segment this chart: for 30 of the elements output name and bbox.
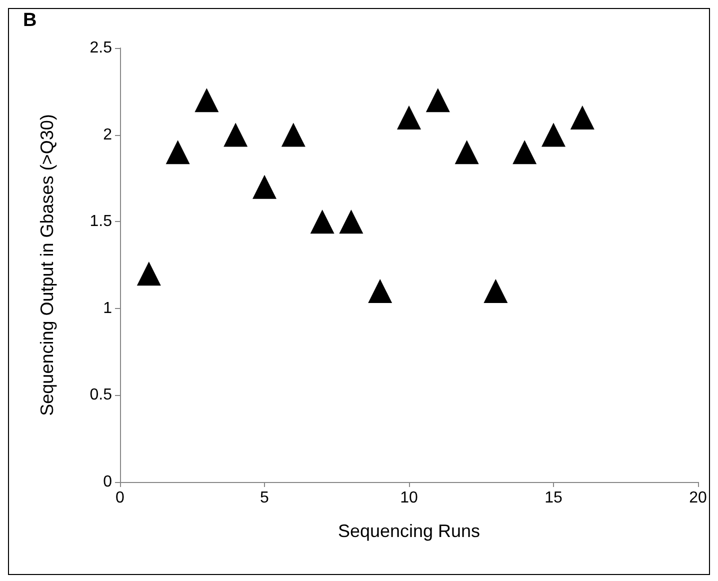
y-tick-label: 1.5 (90, 213, 112, 230)
point (454, 140, 479, 164)
point (542, 122, 566, 147)
point (136, 262, 161, 286)
y-tick-label: 2 (103, 126, 112, 144)
point (281, 122, 306, 147)
x-tick-label: 0 (116, 490, 125, 506)
point (224, 122, 248, 147)
point (426, 88, 450, 112)
point (252, 174, 276, 199)
y-tick-label: 0.5 (90, 386, 112, 404)
point (397, 105, 421, 130)
x-axis-title: Sequencing Runs (338, 521, 480, 541)
point (368, 279, 392, 304)
point (194, 88, 219, 112)
point (570, 105, 594, 130)
chart-title: B (23, 10, 37, 31)
point (166, 140, 190, 164)
y-tick-label: 1 (103, 300, 112, 317)
point (512, 140, 537, 164)
point (339, 210, 364, 234)
x-tick-label: 20 (689, 490, 707, 506)
point (484, 279, 508, 304)
y-tick-label: 2.5 (90, 40, 112, 56)
y-tick-label: 0 (103, 474, 112, 490)
x-tick-label: 10 (400, 490, 418, 506)
point (310, 210, 334, 234)
x-tick-label: 15 (544, 490, 562, 506)
y-axis-title: Sequencing Output in Gbases (>Q30) (37, 114, 57, 416)
x-tick-label: 5 (260, 490, 270, 506)
